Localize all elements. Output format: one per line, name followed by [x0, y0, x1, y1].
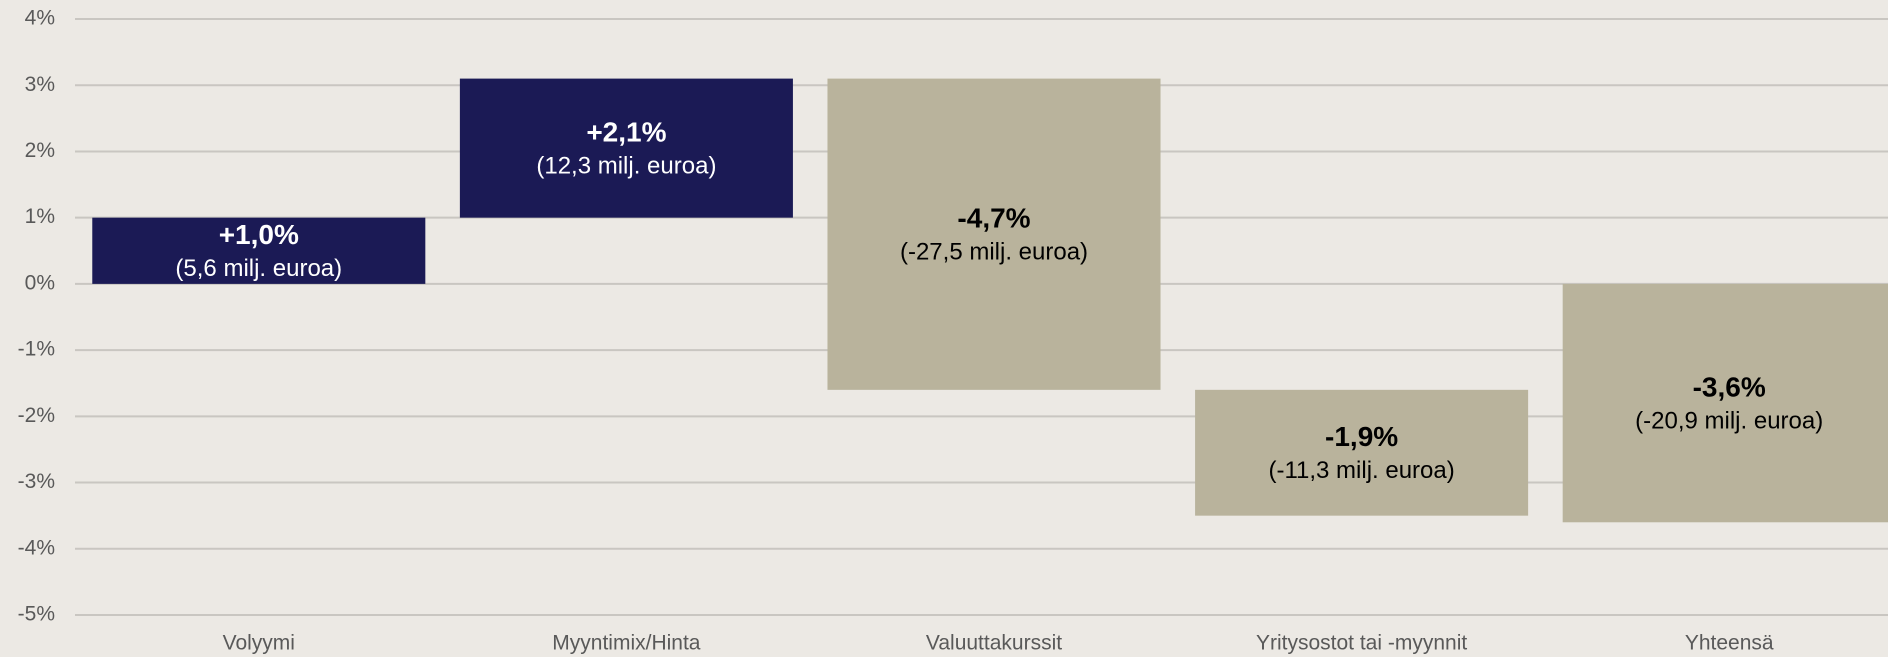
- bar: [459, 78, 793, 218]
- x-tick-label: Yritysostot tai -myynnit: [1256, 632, 1467, 655]
- y-tick-label: -3%: [18, 470, 55, 493]
- value-label: +2,1%: [586, 117, 666, 148]
- y-tick-label: 3%: [25, 73, 55, 96]
- bar: [1195, 389, 1529, 516]
- amount-label: (5,6 milj. euroa): [175, 255, 342, 282]
- amount-label: (-27,5 milj. euroa): [900, 239, 1088, 266]
- x-tick-label: Valuuttakurssit: [926, 632, 1062, 655]
- value-label: +1,0%: [219, 219, 299, 250]
- y-tick-label: -5%: [18, 603, 55, 626]
- amount-label: (12,3 milj. euroa): [536, 152, 716, 179]
- y-tick-label: 4%: [25, 7, 55, 30]
- y-tick-label: 1%: [25, 205, 55, 228]
- amount-label: (-20,9 milj. euroa): [1635, 407, 1823, 434]
- amount-label: (-11,3 milj. euroa): [1268, 457, 1454, 484]
- y-tick-label: 2%: [25, 139, 55, 162]
- x-tick-label: Myyntimix/Hinta: [552, 632, 701, 655]
- y-tick-label: 0%: [25, 271, 55, 294]
- y-tick-label: -2%: [18, 404, 55, 427]
- x-tick-label: Yhteensä: [1685, 632, 1774, 655]
- y-tick-label: -4%: [18, 536, 55, 559]
- x-tick-label: Volyymi: [223, 632, 295, 655]
- bar: [827, 78, 1161, 390]
- value-label: -1,9%: [1325, 421, 1398, 452]
- y-tick-label: -1%: [18, 338, 55, 361]
- value-label: -4,7%: [957, 203, 1030, 234]
- value-label: -3,6%: [1693, 371, 1766, 402]
- bar: [92, 217, 426, 284]
- bar: [1562, 283, 1888, 523]
